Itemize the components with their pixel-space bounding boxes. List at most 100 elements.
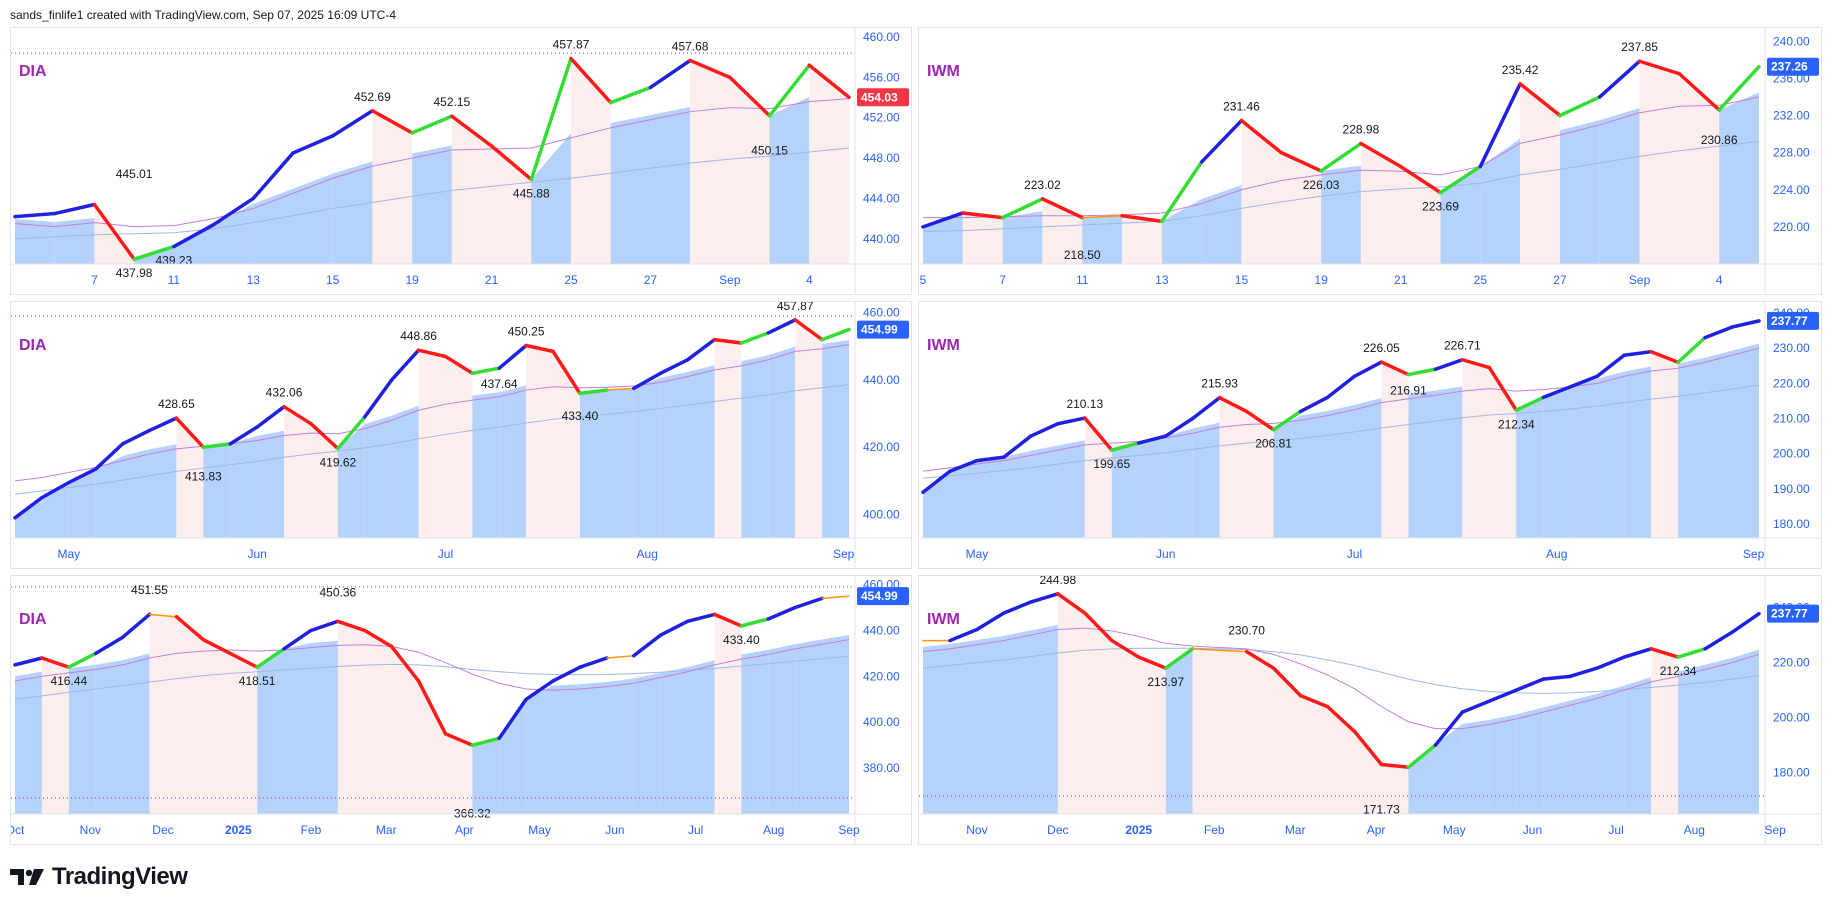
last-price-tag [857,320,909,339]
time-axis[interactable]: May Jun Jul Aug Sep [57,547,854,561]
price-line [921,59,1761,229]
moving-average-slow [922,647,1760,694]
price-segment [1541,385,1572,400]
trend-fill-segment [768,644,796,814]
trend-fill-segment [1435,386,1463,538]
swing-label: 235.42 [1502,63,1539,77]
trend-fill-segment [1678,664,1706,814]
swing-label: 199.65 [1093,457,1130,471]
price-segment [1438,164,1483,195]
chart-panel-dia-short[interactable]: 445.01 437.98 439.23 452.69 452.15 445.88 457.… [10,27,912,295]
price-segment [362,378,394,419]
trend-fill-segment [660,667,688,814]
time-tick-label: 15 [326,273,340,287]
price-segment [370,109,414,135]
price-segment [362,628,394,649]
price-segment [820,327,851,342]
chart-panel-dia-long[interactable]: 416.44 451.55 418.51 450.36 366.32 433.40 DIA 3… [10,575,912,845]
price-segment [1352,729,1384,767]
trend-fill-segment [310,640,338,814]
time-tick-label: 27 [1553,273,1567,287]
chart-panel-dia-medium[interactable]: 428.65 413.83 432.06 419.62 448.86 437.64 450.… [10,301,912,569]
tradingview-footer[interactable]: TradingView [10,862,188,892]
time-tick-label: 4 [806,273,813,287]
trend-fill-segment [41,482,69,538]
price-segment [1359,141,1403,169]
swing-label: 445.88 [513,186,550,200]
price-segment [389,348,421,382]
price-segment [309,421,340,451]
price-segment [489,144,534,182]
price-segment [174,416,206,449]
trend-fill-segment [257,648,285,814]
price-segment [766,605,797,621]
trend-fill-segment [1122,215,1162,264]
time-tick-label: May [57,547,80,561]
time-axis[interactable]: Nov Dec 2025 Feb Mar Apr May Jun Jul Aug Sep [966,823,1786,837]
price-segment [632,633,663,658]
swing-label: 213.97 [1147,675,1184,689]
chart-panel-iwm-long[interactable]: 244.98 213.97 230.70 171.73 212.34 IWM 180.00 2… [918,575,1822,845]
time-axis[interactable]: 7 11 13 15 19 21 25 27 Sep 4 [91,273,813,287]
time-tick-label: Sep [833,547,855,561]
price-segment [524,343,555,354]
price-tick-label: 232.00 [1773,109,1810,123]
trend-fill-segment [122,449,150,538]
trend-fill-segment [95,660,123,814]
swing-label: 450.36 [319,586,356,600]
trend-fill-segment [15,219,55,264]
price-segment [551,349,582,396]
trend-fill-segment [15,671,42,814]
time-axis[interactable]: 5 7 11 13 15 19 21 25 27 Sep 4 [920,273,1723,287]
trend-fill-segment [445,356,473,538]
chart-svg[interactable]: 210.13 199.65 215.93 206.81 226.05 216.91 226.… [919,302,1821,568]
price-segment [147,416,179,433]
trend-fill-segment [1679,73,1720,264]
price-segment [1319,141,1363,173]
time-tick-label: Jun [1156,547,1175,561]
trend-fill-segment [1360,143,1401,264]
time-axis[interactable]: Oct Nov Dec 2025 Feb Mar Apr May Jun Jul Aug Sep [11,823,860,837]
trend-fill-segment [1138,657,1166,814]
price-axis[interactable]: 440.00 444.00 448.00 452.00 456.00 460.00 [863,30,900,246]
time-tick-label: 4 [1716,273,1723,287]
time-axis[interactable]: May Jun Jul Aug Sep [966,547,1765,561]
swing-label: 244.98 [1039,576,1076,587]
chart-svg[interactable]: 428.65 413.83 432.06 419.62 448.86 437.64 450.… [11,302,911,568]
chart-svg[interactable]: 244.98 213.97 230.70 171.73 212.34 IWM 180.00 2… [919,576,1821,844]
price-tick-label: 420.00 [863,440,900,454]
tradingview-logo-icon [10,869,44,885]
price-segment [13,211,57,219]
price-segment [921,469,952,495]
time-tick-label: Jun [1523,823,1542,837]
time-tick-label: 19 [1314,273,1328,287]
price-segment [1029,422,1060,438]
time-tick-label: Feb [1204,823,1225,837]
time-tick-label: Aug [637,547,658,561]
time-tick-label: 11 [1076,273,1089,287]
swing-label: 231.46 [1223,100,1260,114]
price-axis[interactable]: 180.00190.00200.00210.00220.00230.00240.… [1773,306,1810,531]
trend-fill-segment [293,173,333,264]
price-segment [1163,416,1195,438]
price-segment [1160,160,1204,224]
symbol-label: IWM [927,337,960,354]
chart-svg[interactable]: 223.02 218.50 231.46 226.03 228.98 223.69 235.… [919,28,1821,294]
price-tick-label: 460.00 [863,30,900,44]
trend-fill-segment [1300,695,1328,814]
price-axis[interactable]: 400.00 420.00 440.00 460.00 [863,306,900,522]
trend-fill-segment [1705,657,1733,814]
trend-fill-segment [741,649,769,814]
chart-svg[interactable]: 416.44451.55418.51450.36366.32433.40DIA3… [11,576,911,844]
price-segment [1622,647,1653,659]
chart-panel-iwm-short[interactable]: 223.02 218.50 231.46 226.03 228.98 223.69 235.… [918,27,1822,295]
chart-panel-iwm-medium[interactable]: 210.13 199.65 215.93 206.81 226.05 216.91 226.… [918,301,1822,569]
swing-label: 416.44 [50,674,87,688]
swing-label: 439.23 [156,254,193,268]
trend-fill-segment [1082,215,1123,264]
price-tick-label: 228.00 [1773,146,1810,160]
